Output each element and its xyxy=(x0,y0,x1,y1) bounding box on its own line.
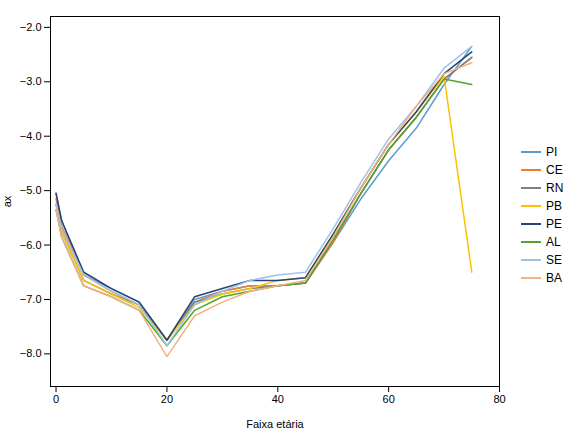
html-text:PB: PB xyxy=(546,199,562,213)
html-text:PE: PE xyxy=(546,217,562,231)
html-text:PI: PI xyxy=(546,145,558,159)
svg-text:−8.0: −8.0 xyxy=(20,347,42,359)
svg-text:ax: ax xyxy=(1,195,13,207)
html-text:CE: CE xyxy=(546,163,563,177)
svg-text:−7.0: −7.0 xyxy=(20,293,42,305)
svg-text:−6.0: −6.0 xyxy=(20,239,42,251)
html-text:RN: RN xyxy=(546,181,564,195)
svg-text:−3.0: −3.0 xyxy=(20,75,42,87)
svg-text:60: 60 xyxy=(383,393,395,405)
html-text:AL: AL xyxy=(546,235,561,249)
html-text:SE: SE xyxy=(546,253,562,267)
svg-text:0: 0 xyxy=(53,393,59,405)
svg-text:80: 80 xyxy=(493,393,505,405)
svg-text:−5.0: −5.0 xyxy=(20,184,42,196)
svg-text:Faixa etária: Faixa etária xyxy=(246,418,304,430)
svg-text:20: 20 xyxy=(161,393,173,405)
html-text:BA: BA xyxy=(546,271,562,285)
svg-text:40: 40 xyxy=(272,393,284,405)
svg-text:−2.0: −2.0 xyxy=(20,21,42,33)
svg-text:−4.0: −4.0 xyxy=(20,130,42,142)
